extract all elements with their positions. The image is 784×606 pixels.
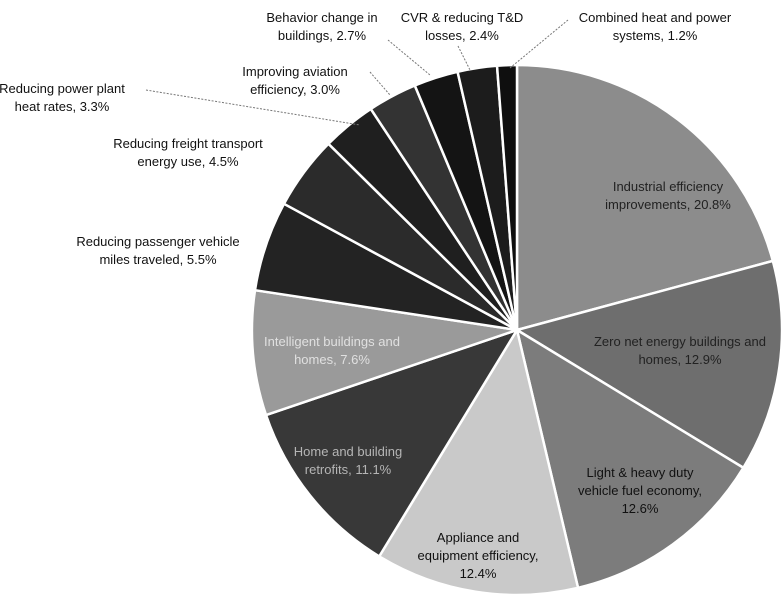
slice-label-line: Behavior change in	[266, 10, 377, 25]
slice-label-line: energy use, 4.5%	[137, 154, 239, 169]
slice-label-line: efficiency, 3.0%	[250, 82, 340, 97]
slice-label: Zero net energy buildings and homes, 12.9…	[594, 334, 766, 367]
slice-label-line: vehicle fuel economy,	[578, 483, 702, 498]
slice-label-line: retrofits, 11.1%	[305, 462, 392, 477]
slice-label-line: CVR & reducing T&D	[401, 10, 524, 25]
slice-label-line: equipment efficiency,	[418, 548, 539, 563]
slice-label-line: Improving aviation	[242, 64, 348, 79]
slice-label: CVR & reducing T&D losses, 2.4%	[401, 10, 524, 43]
slice-label-line: Zero net energy buildings and	[594, 334, 766, 349]
pie-slice	[250, 288, 518, 417]
pie-slice	[515, 327, 746, 590]
pie-slice	[377, 326, 580, 597]
slice-label-line: improvements, 20.8%	[605, 197, 731, 212]
slice-label: Combined heat and power systems, 1.2%	[579, 10, 732, 43]
slice-label-line: losses, 2.4%	[425, 28, 499, 43]
slice-label: Improving aviation efficiency, 3.0%	[242, 64, 348, 97]
slice-label-line: Industrial efficiency	[613, 179, 724, 194]
slice-label-line: homes, 12.9%	[638, 352, 722, 367]
leader-line	[457, 45, 471, 71]
slice-label: Intelligent buildings and homes, 7.6%	[264, 334, 400, 367]
pie-slice	[495, 63, 519, 331]
slice-label: Light & heavy duty vehicle fuel economy, 1…	[578, 465, 702, 516]
slice-label: Appliance and equipment efficiency, 12.4%	[418, 530, 539, 581]
pie-slice	[513, 259, 784, 470]
slice-label-line: Reducing freight transport	[113, 136, 263, 151]
slice-label: Reducing passenger vehicle miles traveled…	[76, 234, 239, 267]
slice-label: Reducing freight transport energy use, 4.…	[113, 136, 263, 169]
slice-label: Reducing power plant heat rates, 3.3%	[0, 81, 125, 114]
leader-line	[509, 19, 569, 69]
slice-label-line: Home and building	[294, 444, 402, 459]
slice-label-line: buildings, 2.7%	[278, 28, 367, 43]
slice-label-line: Light & heavy duty	[587, 465, 694, 480]
slice-label-line: systems, 1.2%	[613, 28, 698, 43]
slice-label-line: 12.4%	[460, 566, 497, 581]
slice-label-line: Reducing passenger vehicle	[76, 234, 239, 249]
pie-slice	[515, 63, 775, 332]
slice-label-line: 12.6%	[622, 501, 659, 516]
slice-label-line: homes, 7.6%	[294, 352, 370, 367]
leader-line	[145, 89, 361, 126]
slice-label-line: Intelligent buildings and	[264, 334, 400, 349]
leader-line	[387, 39, 431, 76]
slice-label-line: Combined heat and power	[579, 10, 732, 25]
pie-slice	[264, 327, 520, 559]
slice-label: Behavior change in buildings, 2.7%	[266, 10, 377, 43]
slice-label-line: Appliance and	[437, 530, 519, 545]
slice-label-line: miles traveled, 5.5%	[99, 252, 216, 267]
slice-label-line: heat rates, 3.3%	[15, 99, 110, 114]
leader-line	[369, 71, 391, 96]
slice-label: Industrial efficiency improvements, 20.8%	[605, 179, 731, 212]
slice-label-line: Reducing power plant	[0, 81, 125, 96]
slice-label: Home and building retrofits, 11.1%	[294, 444, 402, 477]
